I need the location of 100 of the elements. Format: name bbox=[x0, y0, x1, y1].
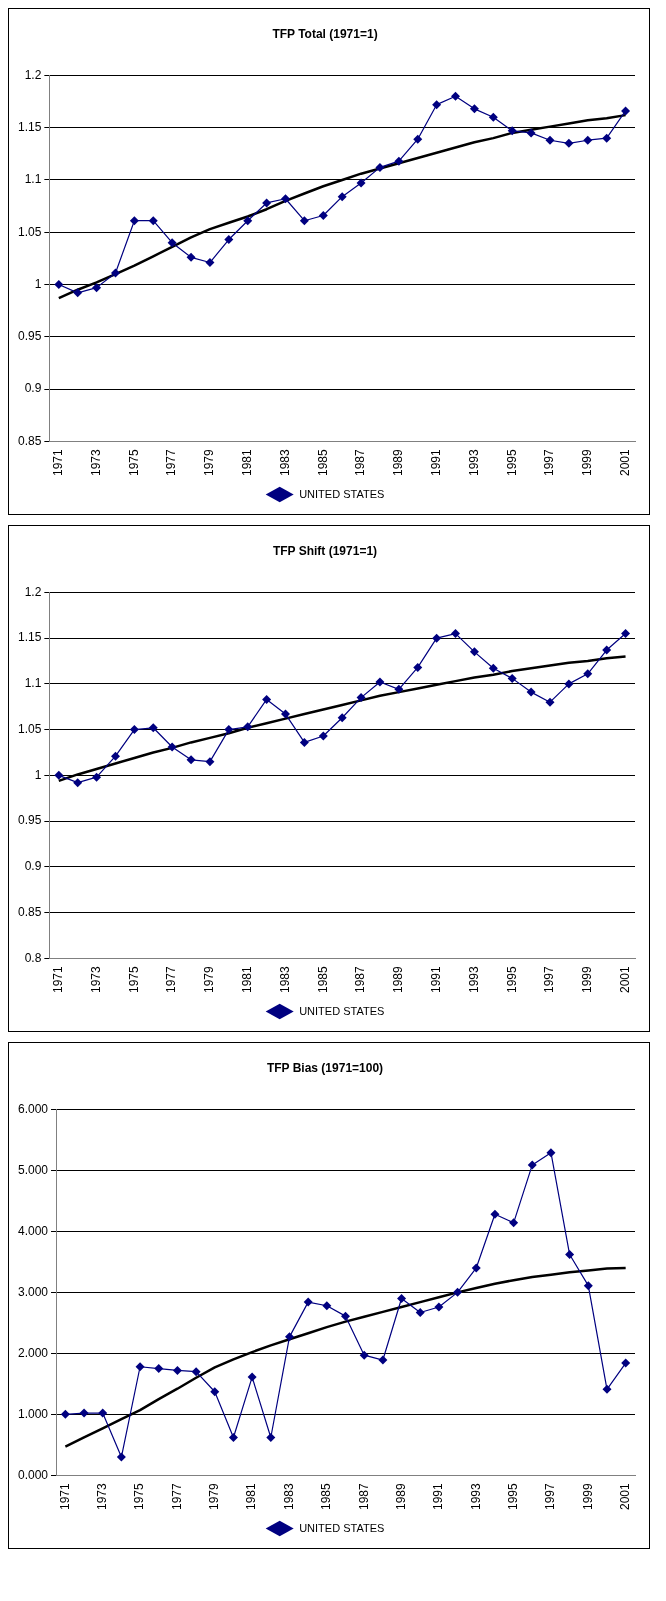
x-tick-label: 1987 bbox=[353, 965, 368, 994]
y-tick-label: 1.2 bbox=[24, 584, 42, 599]
point bbox=[488, 663, 498, 673]
point bbox=[303, 1297, 313, 1307]
point bbox=[54, 770, 64, 780]
x-tick-label: 1991 bbox=[428, 448, 443, 477]
x-tick-label: 1973 bbox=[88, 965, 103, 994]
x-tick-label: 1971 bbox=[57, 1482, 72, 1511]
point bbox=[191, 1367, 201, 1377]
chart-title: TFP Bias (1971=100) bbox=[266, 1060, 384, 1075]
point bbox=[262, 694, 272, 704]
point bbox=[621, 106, 631, 116]
y-tick-label: 1.15 bbox=[18, 630, 42, 645]
x-tick-label: 1979 bbox=[202, 965, 217, 994]
point bbox=[375, 677, 385, 687]
x-tick-label: 1997 bbox=[542, 965, 557, 994]
chart-title: TFP Shift (1971=1) bbox=[272, 543, 378, 558]
point bbox=[621, 1358, 631, 1368]
x-tick-label: 1997 bbox=[543, 1482, 558, 1511]
x-tick-label: 1987 bbox=[356, 1482, 371, 1511]
x-tick-label: 1991 bbox=[428, 965, 443, 994]
y-tick-label: 1.2 bbox=[24, 67, 42, 82]
y-tick-label: 1.1 bbox=[24, 676, 42, 691]
x-tick-label: 1977 bbox=[164, 448, 179, 477]
point bbox=[526, 128, 536, 138]
y-tick-label: 0.95 bbox=[18, 329, 42, 344]
x-tick-label: 1993 bbox=[466, 448, 481, 477]
point bbox=[129, 725, 139, 735]
x-tick-label: 1989 bbox=[391, 448, 406, 477]
point bbox=[341, 1311, 351, 1321]
legend-label: UNITED STATES bbox=[299, 487, 385, 500]
point bbox=[507, 673, 517, 683]
x-tick-label: 1999 bbox=[580, 448, 595, 477]
point bbox=[129, 216, 139, 226]
y-tick-label: 1.05 bbox=[18, 224, 42, 239]
point bbox=[453, 1287, 463, 1297]
point bbox=[359, 1350, 369, 1360]
point bbox=[299, 737, 309, 747]
x-tick-label: 1995 bbox=[505, 1482, 520, 1511]
point bbox=[602, 133, 612, 143]
point bbox=[378, 1355, 388, 1365]
point bbox=[583, 1281, 593, 1291]
point bbox=[60, 1409, 70, 1419]
point bbox=[186, 755, 196, 765]
x-tick-label: 2001 bbox=[617, 965, 632, 994]
y-tick-label: 3.000 bbox=[18, 1284, 49, 1299]
point bbox=[167, 742, 177, 752]
y-tick-label: 0.85 bbox=[18, 433, 42, 448]
y-tick-label: 1 bbox=[34, 767, 42, 782]
point bbox=[247, 1372, 257, 1382]
point bbox=[210, 1387, 220, 1397]
point bbox=[98, 1408, 108, 1418]
point bbox=[507, 126, 517, 136]
point bbox=[490, 1209, 500, 1219]
point bbox=[243, 216, 253, 226]
point bbox=[564, 138, 574, 148]
x-tick-label: 1971 bbox=[51, 965, 66, 994]
x-tick-label: 1975 bbox=[126, 965, 141, 994]
point bbox=[527, 1160, 537, 1170]
point bbox=[337, 192, 347, 202]
y-tick-label: 0.95 bbox=[18, 813, 42, 828]
point bbox=[224, 235, 234, 245]
point bbox=[394, 684, 404, 694]
point bbox=[413, 662, 423, 672]
point bbox=[154, 1364, 164, 1374]
point bbox=[172, 1365, 182, 1375]
point bbox=[394, 156, 404, 166]
point bbox=[434, 1302, 444, 1312]
x-tick-label: 1973 bbox=[95, 1482, 110, 1511]
x-tick-label: 1979 bbox=[207, 1482, 222, 1511]
x-tick-label: 1999 bbox=[580, 1482, 595, 1511]
point bbox=[92, 772, 102, 782]
x-tick-label: 1993 bbox=[468, 1482, 483, 1511]
x-tick-label: 1981 bbox=[244, 1482, 259, 1511]
point bbox=[583, 135, 593, 145]
x-tick-label: 1985 bbox=[319, 1482, 334, 1511]
point bbox=[73, 288, 83, 298]
point bbox=[545, 135, 555, 145]
x-tick-label: 1975 bbox=[126, 448, 141, 477]
point bbox=[526, 687, 536, 697]
point bbox=[228, 1433, 238, 1442]
point bbox=[509, 1218, 519, 1228]
point bbox=[205, 258, 215, 268]
legend-label: UNITED STATES bbox=[299, 1004, 385, 1017]
point bbox=[110, 268, 120, 278]
x-tick-label: 1977 bbox=[164, 965, 179, 994]
point bbox=[205, 757, 215, 767]
point bbox=[469, 647, 479, 657]
point bbox=[262, 198, 272, 208]
y-tick-label: 0.85 bbox=[18, 904, 42, 919]
point bbox=[432, 100, 442, 110]
y-tick-label: 1 bbox=[34, 276, 42, 291]
point bbox=[545, 697, 555, 707]
point bbox=[266, 1433, 276, 1442]
y-tick-label: 1.1 bbox=[24, 172, 42, 187]
y-tick-label: 0.9 bbox=[24, 859, 42, 874]
y-tick-label: 1.15 bbox=[18, 119, 42, 134]
x-tick-label: 1981 bbox=[240, 448, 255, 477]
x-tick-label: 1999 bbox=[580, 965, 595, 994]
y-tick-label: 1.000 bbox=[18, 1406, 49, 1421]
